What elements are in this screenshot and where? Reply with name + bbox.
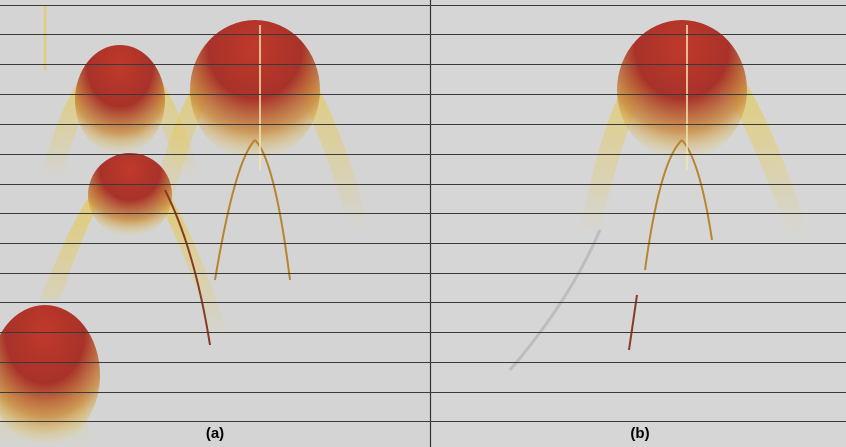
horizontal-lines bbox=[0, 5, 846, 422]
panel-label: (b) bbox=[630, 425, 649, 442]
panel-label: (a) bbox=[206, 425, 224, 442]
